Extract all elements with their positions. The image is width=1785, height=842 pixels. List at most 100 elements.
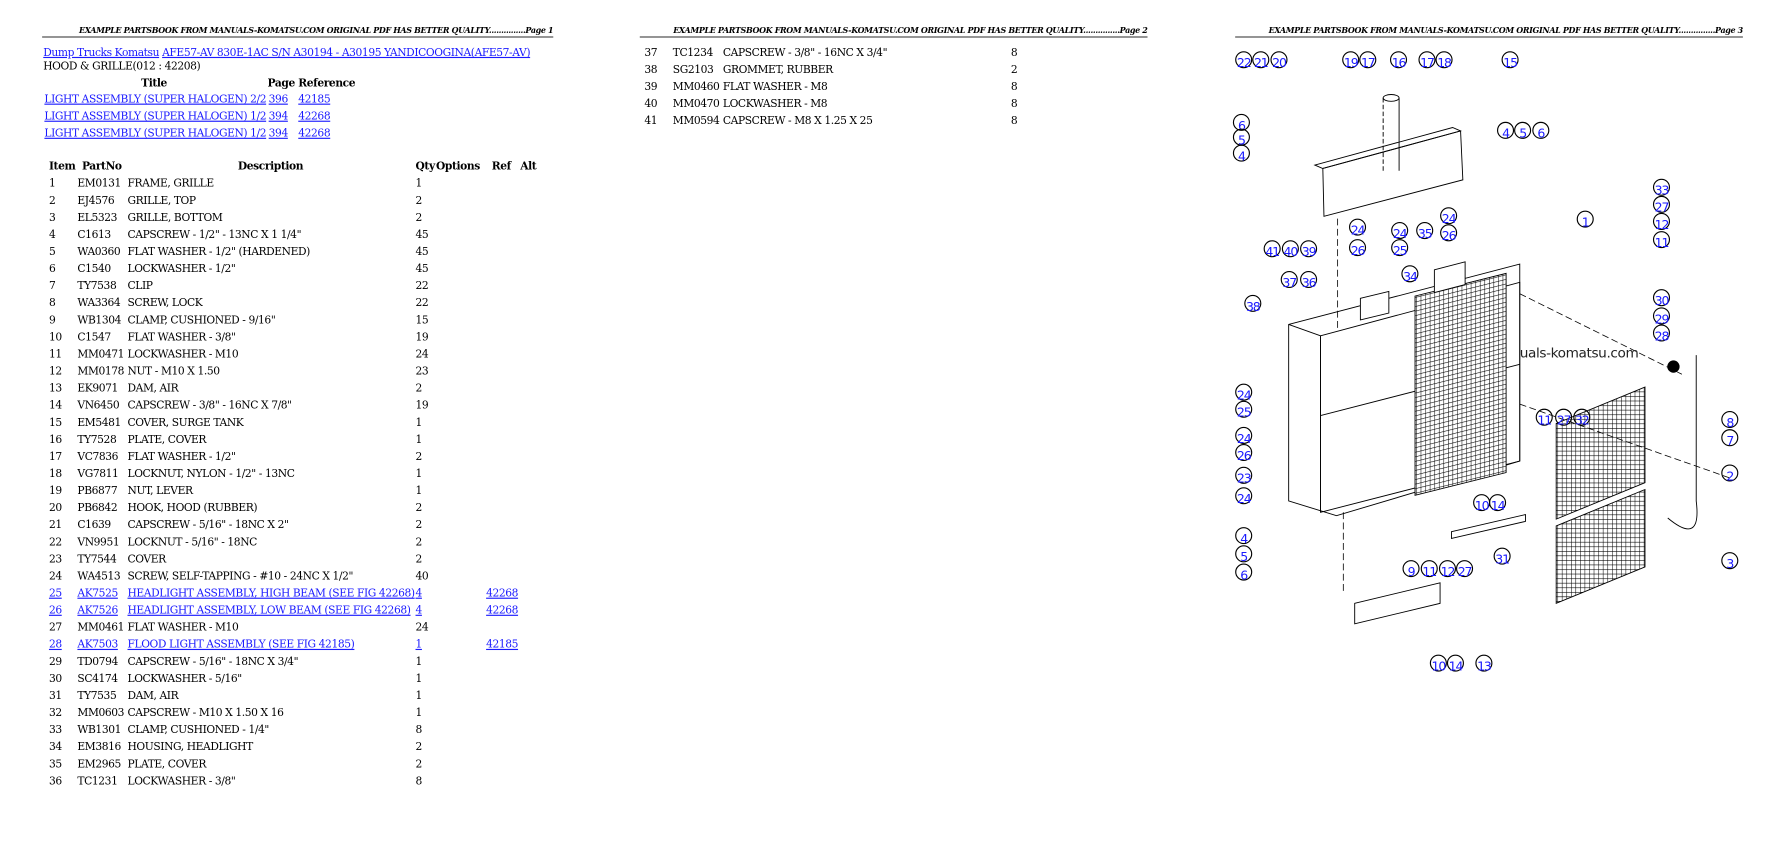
cell-qty[interactable]: 4	[415, 604, 423, 618]
cell-item[interactable]: 25	[48, 587, 62, 600]
callout-item-5[interactable]: 5	[1514, 121, 1532, 141]
callout-item-27[interactable]: 27	[1456, 560, 1474, 579]
callout-item-24[interactable]: 24	[1440, 207, 1458, 227]
callout-item-26[interactable]: 26	[1440, 224, 1458, 244]
callout-item-15[interactable]: 15	[1501, 51, 1519, 71]
callout-item-22[interactable]: 22	[1235, 51, 1253, 71]
callout-item-18[interactable]: 18	[1435, 51, 1453, 71]
callout-item-4[interactable]: 4	[1232, 144, 1250, 164]
callout-label: 39	[1301, 244, 1317, 260]
ref-title-link[interactable]: LIGHT ASSEMBLY (SUPER HALOGEN) 2/2	[44, 93, 267, 106]
callout-item-6[interactable]: 6	[1532, 121, 1550, 141]
callout-label: 37	[1282, 275, 1297, 291]
ref-title-link[interactable]: LIGHT ASSEMBLY (SUPER HALOGEN) 1/2	[44, 110, 267, 123]
cell-qty: 8	[415, 775, 423, 788]
callout-item-6[interactable]: 6	[1235, 563, 1253, 583]
cell-ref[interactable]: 42185	[486, 638, 519, 652]
callout-item-40[interactable]: 40	[1281, 240, 1299, 260]
callout-item-30[interactable]: 30	[1652, 289, 1671, 309]
ref-reference-link[interactable]: 42185	[298, 93, 331, 106]
callout-item-3[interactable]: 3	[1721, 552, 1739, 571]
callout-item-14[interactable]: 14	[1446, 654, 1464, 674]
cell-ref[interactable]: 42268	[486, 604, 519, 618]
cell-qty[interactable]: 4	[415, 587, 423, 600]
callout-item-35[interactable]: 35	[1416, 221, 1434, 241]
cell-description[interactable]: FLOOD LIGHT ASSEMBLY (SEE FIG 42185)	[127, 638, 355, 652]
callout-item-12[interactable]: 12	[1438, 560, 1457, 579]
callout-item-32[interactable]: 32	[1573, 408, 1591, 428]
breadcrumb-model-link[interactable]: AFE57-AV 830E-1AC S/N A30194 - A30195 YA…	[162, 46, 531, 60]
callout-item-7[interactable]: 7	[1721, 429, 1739, 449]
cell-partno: MM0470	[672, 97, 720, 111]
callout-item-4[interactable]: 4	[1235, 527, 1253, 546]
callout-item-4[interactable]: 4	[1496, 121, 1515, 141]
cell-description[interactable]: HEADLIGHT ASSEMBLY, HIGH BEAM (SEE FIG 4…	[127, 587, 416, 600]
callout-item-39[interactable]: 39	[1300, 240, 1318, 260]
ref-reference-link[interactable]: 42268	[298, 110, 331, 123]
cell-partno[interactable]: AK7503	[77, 638, 118, 652]
cell-item[interactable]: 26	[48, 604, 62, 618]
callout-item-16[interactable]: 16	[1389, 51, 1408, 71]
ref-header-title: Title	[141, 77, 167, 90]
callout-item-21[interactable]: 21	[1252, 51, 1270, 71]
cell-qty: 45	[415, 228, 429, 242]
callout-item-14[interactable]: 14	[1489, 494, 1507, 513]
col-header-options: Options	[436, 160, 480, 174]
callout-item-34[interactable]: 34	[1401, 265, 1419, 285]
callout-item-28[interactable]: 28	[1652, 324, 1671, 344]
callout-item-13[interactable]: 13	[1475, 654, 1493, 674]
callout-item-20[interactable]: 20	[1270, 51, 1288, 71]
callout-item-38[interactable]: 38	[1244, 294, 1262, 314]
callout-item-10[interactable]: 10	[1473, 494, 1491, 513]
callout-item-24[interactable]: 24	[1235, 426, 1253, 446]
callout-item-26[interactable]: 26	[1235, 443, 1253, 463]
ref-reference-link[interactable]: 42268	[298, 127, 331, 141]
callout-item-2[interactable]: 2	[1721, 464, 1739, 484]
callout-item-17[interactable]: 17	[1418, 51, 1436, 71]
cell-item: 10	[48, 331, 62, 344]
ref-title-link[interactable]: LIGHT ASSEMBLY (SUPER HALOGEN) 1/2	[44, 127, 267, 141]
cell-description[interactable]: HEADLIGHT ASSEMBLY, LOW BEAM (SEE FIG 42…	[127, 604, 411, 618]
callout-item-27[interactable]: 27	[1652, 195, 1671, 215]
callout-item-33[interactable]: 33	[1652, 178, 1671, 198]
callout-item-8[interactable]: 8	[1721, 410, 1739, 430]
callout-item-27[interactable]: 27	[1555, 408, 1573, 428]
cell-ref[interactable]: 42268	[486, 587, 519, 600]
callout-item-11[interactable]: 11	[1652, 231, 1671, 250]
callout-item-41[interactable]: 41	[1263, 240, 1281, 260]
callout-item-24[interactable]: 24	[1349, 218, 1367, 238]
callout-item-26[interactable]: 26	[1349, 239, 1367, 258]
breadcrumb-category-link[interactable]: Dump Trucks Komatsu	[43, 46, 160, 60]
callout-item-10[interactable]: 10	[1429, 654, 1447, 674]
callout-item-17[interactable]: 17	[1359, 51, 1377, 71]
callout-item-25[interactable]: 25	[1235, 400, 1253, 420]
cell-partno[interactable]: AK7526	[77, 604, 118, 618]
callout-label: 14	[1448, 659, 1464, 674]
cell-item[interactable]: 28	[48, 638, 62, 652]
callout-item-11[interactable]: 11	[1535, 408, 1553, 428]
callout-item-24[interactable]: 24	[1235, 487, 1253, 507]
callout-item-25[interactable]: 25	[1391, 239, 1409, 258]
ref-page-link[interactable]: 394	[268, 110, 289, 123]
ref-page-link[interactable]: 394	[268, 127, 289, 141]
callout-item-9[interactable]: 9	[1402, 560, 1420, 579]
callout-item-11[interactable]: 11	[1420, 560, 1438, 579]
callout-item-12[interactable]: 12	[1652, 212, 1671, 232]
callout-item-29[interactable]: 29	[1652, 307, 1671, 327]
cell-qty[interactable]: 1	[415, 638, 423, 652]
callout-item-5[interactable]: 5	[1235, 545, 1253, 565]
callout-item-19[interactable]: 19	[1342, 51, 1360, 71]
cell-description: DAM, AIR	[127, 689, 179, 703]
cell-partno[interactable]: AK7525	[77, 587, 118, 600]
ref-page-link[interactable]: 396	[268, 93, 289, 106]
callout-item-5[interactable]: 5	[1232, 128, 1250, 148]
callout-item-31[interactable]: 31	[1493, 547, 1511, 567]
callout-item-36[interactable]: 36	[1300, 270, 1318, 290]
callout-item-24[interactable]: 24	[1235, 383, 1253, 403]
cell-description: GROMMET, RUBBER	[722, 63, 833, 77]
callout-item-24[interactable]: 24	[1391, 221, 1409, 241]
callout-item-37[interactable]: 37	[1280, 270, 1298, 291]
callout-item-1[interactable]: 1	[1576, 210, 1594, 230]
cell-item: 22	[48, 536, 62, 549]
callout-item-23[interactable]: 23	[1235, 466, 1253, 486]
